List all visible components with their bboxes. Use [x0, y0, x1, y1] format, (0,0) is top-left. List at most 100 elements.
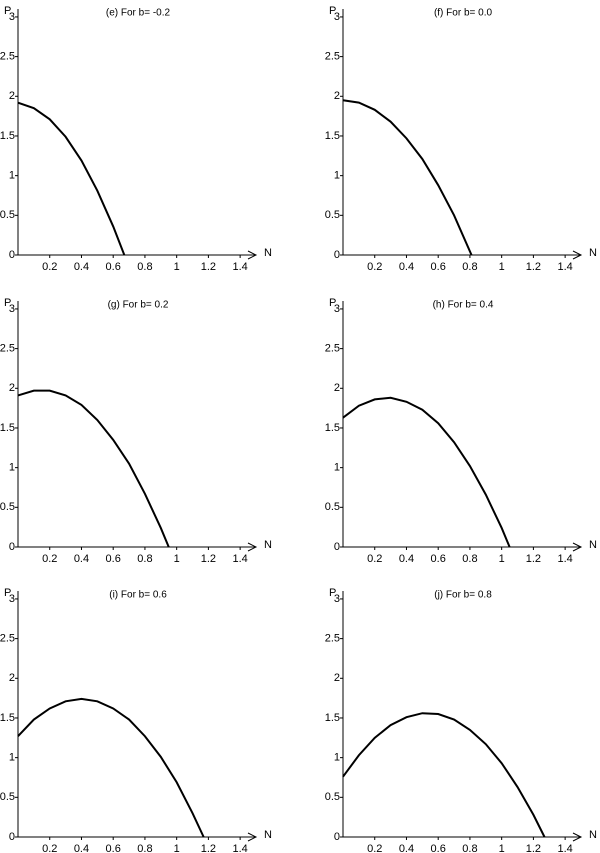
x-tick-label: 1 — [174, 553, 180, 565]
y-tick-label: 2.5 — [325, 343, 340, 355]
y-tick-label: 3 — [334, 303, 340, 315]
y-tick-label: 2 — [334, 382, 340, 394]
y-tick-label: 0.5 — [0, 209, 15, 221]
x-tick-label: 0.4 — [399, 261, 414, 273]
x-tick-label: 0.6 — [431, 261, 446, 273]
chart-title: (i) For b= 0.6 — [109, 590, 167, 601]
y-tick-label: 0.5 — [0, 501, 15, 513]
y-tick-label: 1.5 — [325, 712, 340, 724]
y-tick-label: 3 — [9, 11, 15, 23]
x-tick-label: 1 — [499, 261, 505, 273]
y-tick-label: 0 — [334, 541, 340, 553]
x-axis-arrow — [572, 832, 583, 842]
x-tick-label: 0.8 — [462, 261, 477, 273]
x-tick-label: 0.2 — [367, 843, 382, 853]
x-tick-label: 0.6 — [106, 843, 121, 853]
y-tick-label: 0 — [334, 249, 340, 261]
y-tick-label: 0 — [9, 541, 15, 553]
y-axis-label: P — [329, 297, 336, 309]
x-tick-label: 0.2 — [42, 843, 57, 853]
y-tick-label: 2.5 — [325, 51, 340, 63]
x-tick-label: 0.6 — [431, 553, 446, 565]
y-tick-label: 3 — [334, 593, 340, 605]
y-tick-label: 3 — [9, 303, 15, 315]
y-tick-label: 0 — [9, 831, 15, 843]
y-tick-label: 1.5 — [0, 130, 15, 142]
y-axis-label: P — [4, 297, 11, 309]
x-axis-label: N — [589, 539, 597, 551]
y-axis-label: P — [4, 587, 11, 599]
y-tick-label: 0.5 — [0, 791, 15, 803]
y-tick-label: 1.5 — [0, 422, 15, 434]
x-tick-label: 0.2 — [42, 261, 57, 273]
x-tick-label: 0.2 — [367, 553, 382, 565]
x-tick-label: 0.6 — [106, 553, 121, 565]
y-axis-label: P — [329, 5, 336, 17]
x-tick-label: 0.8 — [462, 843, 477, 853]
y-tick-label: 1 — [334, 462, 340, 474]
y-tick-label: 2.5 — [325, 633, 340, 645]
x-tick-label: 1.2 — [201, 843, 216, 853]
x-axis-label: N — [264, 829, 272, 841]
x-tick-label: 1 — [499, 553, 505, 565]
x-tick-label: 0.2 — [367, 261, 382, 273]
y-tick-label: 3 — [334, 11, 340, 23]
x-tick-label: 1 — [174, 261, 180, 273]
curve — [342, 99, 473, 256]
x-axis-label: N — [589, 247, 597, 259]
chart-title: (h) For b= 0.4 — [433, 300, 494, 311]
y-tick-label: 3 — [9, 593, 15, 605]
x-axis-label: N — [589, 829, 597, 841]
chart-title: (j) For b= 0.8 — [434, 590, 492, 601]
y-axis-label: P — [4, 5, 11, 17]
curve — [17, 697, 205, 838]
x-tick-label: 0.6 — [106, 261, 121, 273]
x-tick-label: 1.4 — [557, 553, 572, 565]
y-tick-label: 0.5 — [325, 791, 340, 803]
x-axis-arrow — [247, 250, 258, 260]
y-tick-label: 1 — [334, 170, 340, 182]
x-tick-label: 1 — [174, 843, 180, 853]
x-axis-arrow — [572, 542, 583, 552]
y-tick-label: 2 — [9, 90, 15, 102]
x-tick-label: 0.4 — [399, 553, 414, 565]
x-tick-label: 1.2 — [526, 553, 541, 565]
x-tick-label: 0.4 — [74, 261, 89, 273]
y-tick-label: 1 — [9, 170, 15, 182]
y-tick-label: 2 — [9, 382, 15, 394]
y-tick-label: 2 — [9, 672, 15, 684]
x-axis-arrow — [572, 250, 583, 260]
x-tick-label: 0.6 — [431, 843, 446, 853]
curve — [342, 396, 511, 548]
x-tick-label: 1.4 — [232, 261, 247, 273]
x-tick-label: 1.2 — [526, 843, 541, 853]
y-tick-label: 1.5 — [325, 422, 340, 434]
x-axis-arrow — [247, 542, 258, 552]
x-tick-label: 0.4 — [74, 843, 89, 853]
y-tick-label: 2.5 — [0, 343, 15, 355]
y-tick-label: 2 — [334, 90, 340, 102]
x-tick-label: 1.4 — [557, 843, 572, 853]
x-tick-label: 1.2 — [526, 261, 541, 273]
x-tick-label: 0.4 — [399, 843, 414, 853]
y-tick-label: 1.5 — [325, 130, 340, 142]
y-tick-label: 1 — [9, 462, 15, 474]
curve — [17, 101, 126, 256]
x-tick-label: 0.8 — [137, 261, 152, 273]
chart-title: (f) For b= 0.0 — [434, 8, 493, 19]
y-tick-label: 2 — [334, 672, 340, 684]
y-tick-label: 0 — [334, 831, 340, 843]
x-tick-label: 1.4 — [232, 843, 247, 853]
x-tick-label: 1.4 — [557, 261, 572, 273]
x-axis-label: N — [264, 247, 272, 259]
x-tick-label: 1.4 — [232, 553, 247, 565]
y-tick-label: 0.5 — [325, 501, 340, 513]
y-tick-label: 1 — [9, 752, 15, 764]
curve — [342, 712, 546, 838]
y-tick-label: 1.5 — [0, 712, 15, 724]
y-tick-label: 1 — [334, 752, 340, 764]
y-tick-label: 2.5 — [0, 633, 15, 645]
y-tick-label: 2.5 — [0, 51, 15, 63]
chart-title: (e) For b= -0.2 — [106, 8, 171, 19]
